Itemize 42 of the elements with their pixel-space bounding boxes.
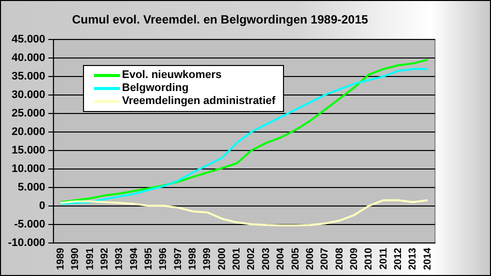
- x-tick-label: 1995: [143, 247, 154, 270]
- y-tick-label: 45.000: [12, 33, 46, 46]
- x-tick-label: 2000: [216, 247, 228, 270]
- x-tick-label: 1989: [55, 247, 66, 270]
- x-tick-label: 2002: [246, 247, 258, 270]
- legend-label: Belgwording: [122, 82, 189, 95]
- x-tick-label: 1999: [202, 247, 214, 270]
- y-tick-label: 30.000: [12, 88, 46, 101]
- x-tick-label: 2008: [334, 247, 346, 270]
- x-tick-label: 2010: [364, 247, 375, 270]
- x-tick-label: 2001: [232, 247, 243, 270]
- x-tick-label: 1993: [114, 247, 126, 270]
- x-tick-label: 2005: [290, 247, 302, 270]
- x-tick-label: 2006: [304, 247, 316, 270]
- x-tick-label: 1991: [84, 247, 96, 270]
- y-tick-label: 40.000: [12, 52, 46, 64]
- x-tick-label: 2003: [260, 247, 272, 270]
- y-tick-label: 5.000: [18, 181, 46, 194]
- x-tick-label: 1994: [128, 247, 140, 270]
- x-tick-label: 2014: [422, 247, 434, 270]
- y-tick-label: 10.000: [12, 162, 46, 175]
- y-tick-label: -10.000: [8, 236, 46, 249]
- x-tick-label: 1996: [158, 247, 170, 270]
- x-tick-label: 2009: [349, 247, 360, 270]
- x-tick-label: 1990: [70, 247, 82, 270]
- legend-label: Evol. nieuwkomers: [122, 69, 222, 82]
- x-tick-label: 2012: [393, 247, 404, 270]
- y-tick-label: 0: [39, 200, 46, 212]
- x-tick-label: 1997: [172, 247, 184, 270]
- chart-title: Cumul evol. Vreemdel. en Belgwordingen 1989-2015: [72, 12, 368, 27]
- x-tick-label: 2011: [378, 247, 390, 270]
- x-tick-label: 2007: [320, 247, 331, 270]
- x-tick-label: 1998: [188, 247, 199, 270]
- y-tick-label: -5.000: [14, 218, 46, 230]
- y-tick-label: 25.000: [12, 107, 46, 120]
- legend-label: Vreemdelingen administratief: [122, 95, 276, 108]
- x-tick-label: 2013: [408, 247, 419, 270]
- x-tick-label: 1992: [99, 247, 110, 270]
- x-tick-label: 2004: [276, 247, 287, 270]
- y-tick-label: 35.000: [12, 70, 46, 82]
- y-tick-label: 20.000: [12, 126, 46, 138]
- y-tick-label: 15.000: [12, 144, 46, 156]
